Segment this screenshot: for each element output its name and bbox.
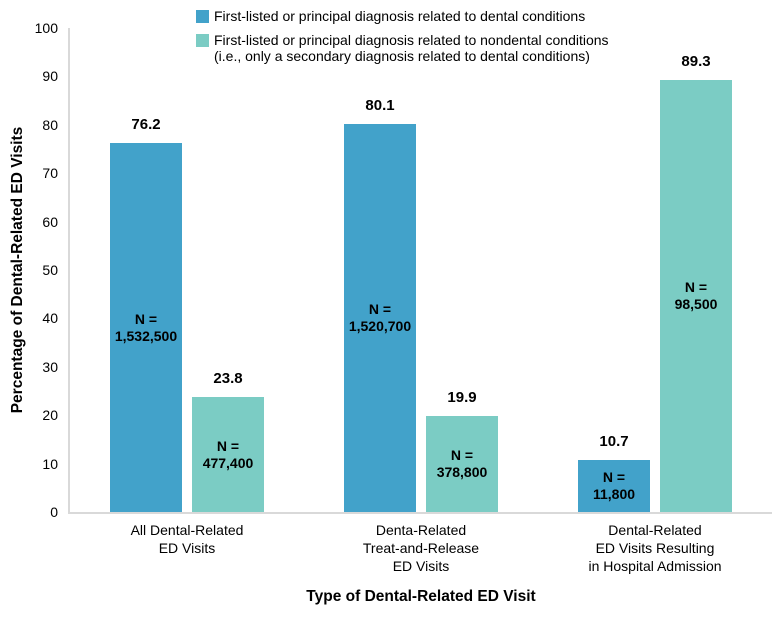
y-tick-label-100: 100 <box>34 20 58 36</box>
legend-swatch-dental-icon <box>196 10 209 23</box>
y-tick-label-50: 50 <box>42 262 58 278</box>
bar-n-label: N = 477,400 <box>202 437 254 471</box>
plot-area: N = 1,532,500 76.2 N = 1,520,700 80.1 N = 11… <box>68 28 772 514</box>
bar-n-label: N = 11,800 <box>592 469 636 502</box>
bar-dental-1: N = 1,520,700 <box>344 124 416 512</box>
y-tick-label-80: 80 <box>42 116 58 133</box>
y-tick-label-40: 40 <box>42 310 58 327</box>
bar-nondental-1: N = 378,800 <box>426 416 498 512</box>
bar-n-label: N = 1,520,700 <box>348 301 412 334</box>
bar-value-label: 10.7 <box>599 433 629 450</box>
bar-n-label: N = 378,800 <box>436 447 488 480</box>
bar-dental-0: N = 1,532,500 <box>110 143 182 512</box>
y-tick-label-90: 90 <box>42 68 58 85</box>
bar-value-label: 80.1 <box>365 97 395 114</box>
bar-value-label: 89.3 <box>681 53 711 70</box>
y-tick-label-60: 60 <box>42 213 58 230</box>
bar-value-label: 76.2 <box>131 116 161 133</box>
y-tick-label-0: 0 <box>50 504 58 520</box>
y-tick-label-70: 70 <box>42 165 58 182</box>
legend: First-listed or principal diagnosis rela… <box>196 8 609 72</box>
category-label-0: All Dental-Related ED Visits <box>130 522 244 556</box>
legend-label-dental: First-listed or principal diagnosis rela… <box>214 8 586 24</box>
y-tick-label-10: 10 <box>42 455 58 472</box>
y-tick-label-30: 30 <box>42 358 58 375</box>
category-label-1: Denta-Related Treat-and-Release ED Visit… <box>362 522 480 574</box>
legend-item-dental: First-listed or principal diagnosis rela… <box>196 8 609 25</box>
category-label-2: Dental-Related ED Visits Resulting in Ho… <box>588 522 722 574</box>
x-axis-title: Type of Dental-Related ED Visit <box>306 588 536 605</box>
legend-swatch-nondental-icon <box>196 33 209 47</box>
legend-item-nondental: First-listed or principal diagnosis rela… <box>196 32 609 65</box>
bar-value-label: 23.8 <box>213 370 243 387</box>
legend-label-nondental: First-listed or principal diagnosis rela… <box>214 31 609 65</box>
bar-dental-2: N = 11,800 <box>578 460 650 512</box>
bar-nondental-0: N = 477,400 <box>192 397 264 512</box>
y-tick-label-20: 20 <box>42 407 58 424</box>
bar-nondental-2: N = 98,500 <box>660 80 732 512</box>
bar-n-label: N = 1,532,500 <box>114 310 178 344</box>
bar-n-label: N = 98,500 <box>674 279 718 312</box>
bar-value-label: 19.9 <box>447 389 477 406</box>
